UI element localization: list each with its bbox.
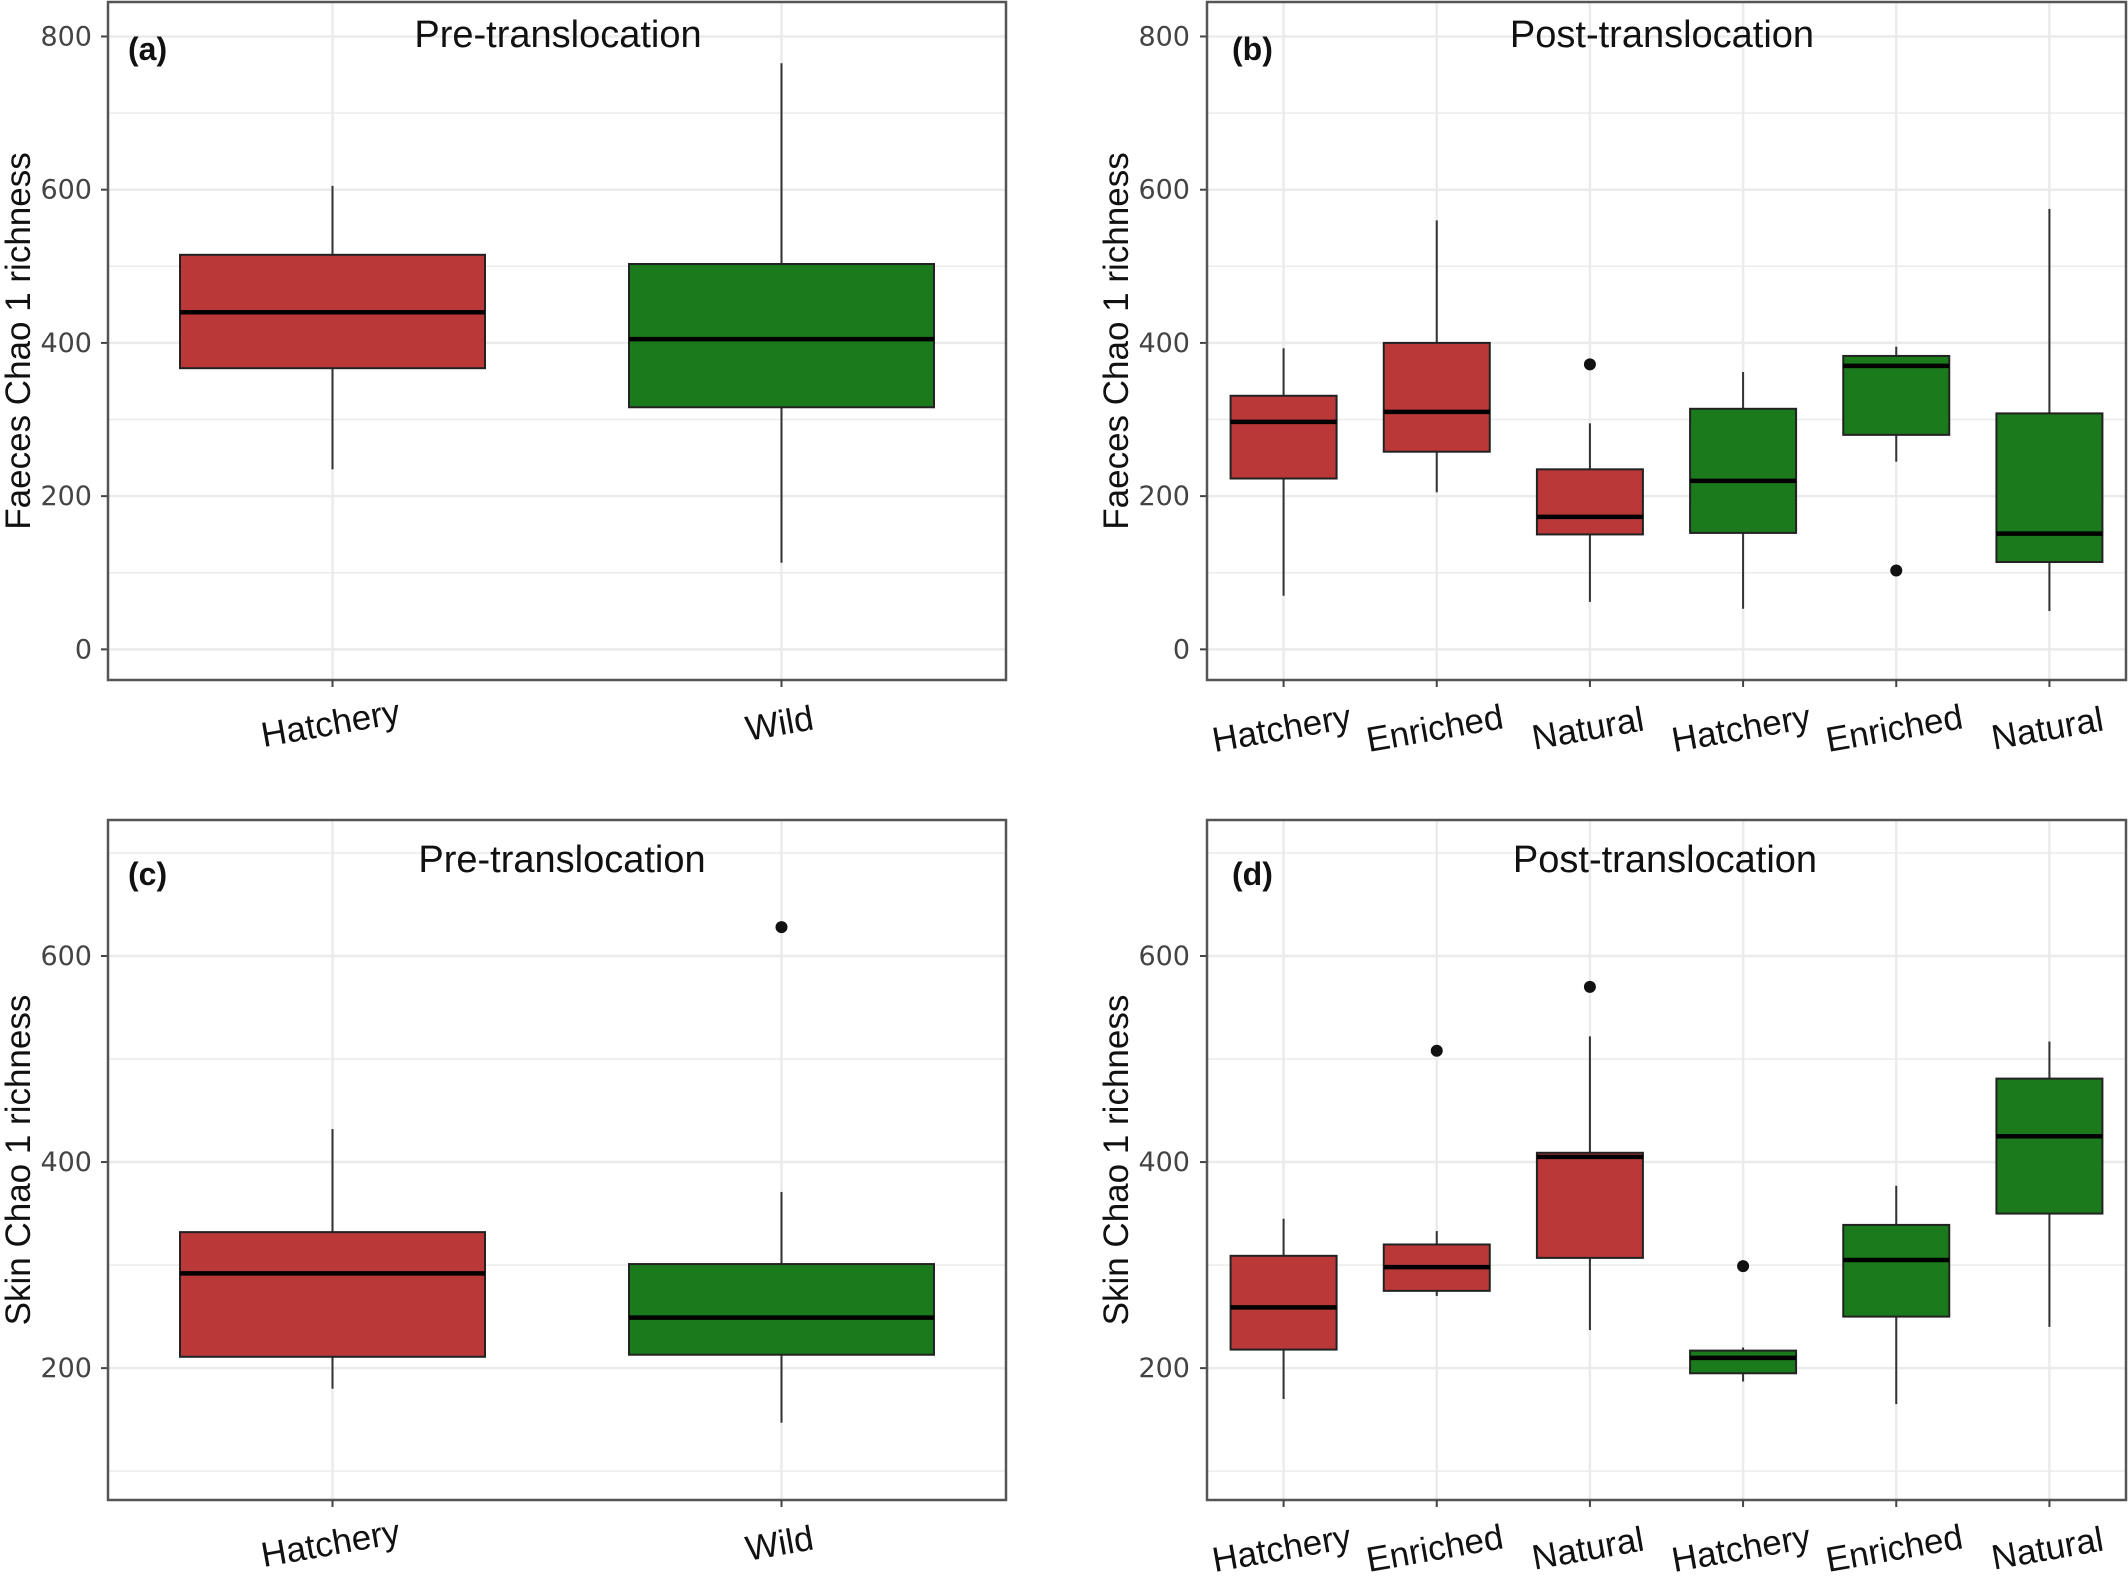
box-wild (628, 263, 935, 409)
category-label: Wild (743, 699, 817, 749)
y-tick-label: 0 (1173, 634, 1190, 665)
category-label: Hatchery (1669, 1517, 1814, 1580)
y-axis-label: Skin Chao 1 richness (0, 995, 38, 1326)
panel-tag: (c) (128, 856, 167, 892)
box-natural (1995, 1077, 2104, 1215)
panel-tag: (d) (1232, 856, 1273, 892)
panel-border (106, 818, 1008, 1502)
y-axis-label: Faeces Chao 1 richness (1097, 152, 1136, 529)
panel-background (1207, 820, 2126, 1500)
category-label: Natural (1529, 1520, 1647, 1578)
outlier-point (1890, 564, 1903, 577)
box-enriched (1842, 354, 1951, 436)
panel-title: Post-translocation (1510, 14, 1814, 56)
box-hatchery (1689, 1349, 1798, 1375)
outlier-point (775, 921, 788, 934)
panel-background (108, 820, 1006, 1500)
category-label: Hatchery (1209, 1517, 1354, 1580)
category-label: Hatchery (1209, 697, 1354, 760)
y-tick-label: 400 (1138, 1147, 1190, 1178)
category-label: Natural (1988, 1520, 2106, 1578)
y-tick-label: 600 (1138, 175, 1190, 206)
category-label: Natural (1988, 700, 2106, 758)
box-wild (628, 1263, 935, 1356)
y-tick-label: 400 (40, 328, 92, 359)
panel-background (1207, 2, 2126, 680)
box-natural (1535, 468, 1644, 536)
panel-border (106, 0, 1008, 682)
category-label: Hatchery (1669, 697, 1814, 760)
y-tick-label: 200 (1138, 481, 1190, 512)
panel-title: Post-translocation (1513, 839, 1817, 881)
category-label: Natural (1529, 700, 1647, 758)
y-tick-label: 800 (40, 21, 92, 52)
y-axis-label: Skin Chao 1 richness (1097, 995, 1136, 1326)
box-natural (1995, 412, 2104, 564)
box-hatchery (1229, 394, 1338, 480)
category-label: Wild (743, 1519, 817, 1569)
y-tick-label: 200 (1138, 1353, 1190, 1384)
category-label: Enriched (1823, 1517, 1966, 1579)
category-label: Enriched (1363, 697, 1506, 759)
y-tick-label: 200 (40, 481, 92, 512)
panel-border (1205, 0, 2128, 682)
y-tick-label: 200 (40, 1353, 92, 1384)
category-label: Enriched (1363, 1517, 1506, 1579)
y-tick-label: 400 (40, 1147, 92, 1178)
y-tick-label: 0 (75, 634, 92, 665)
outlier-point (1430, 1044, 1443, 1057)
panel-tag: (a) (128, 31, 167, 67)
box-hatchery (1689, 407, 1798, 534)
category-label: Enriched (1823, 697, 1966, 759)
panel-border (1205, 818, 2128, 1502)
outlier-point (1583, 980, 1596, 993)
category-label: Hatchery (258, 1512, 403, 1575)
outlier-point (1737, 1260, 1750, 1273)
box-hatchery (179, 1231, 486, 1358)
y-tick-label: 600 (1138, 941, 1190, 972)
panel-title: Pre-translocation (414, 14, 701, 56)
y-tick-label: 800 (1138, 21, 1190, 52)
box-enriched (1382, 341, 1491, 453)
panel-title: Pre-translocation (418, 839, 705, 881)
box-hatchery (1229, 1254, 1338, 1351)
panel-tag: (b) (1232, 31, 1273, 67)
outlier-point (1583, 358, 1596, 371)
box-natural (1535, 1151, 1644, 1259)
box-enriched (1842, 1223, 1951, 1318)
y-tick-label: 400 (1138, 328, 1190, 359)
category-label: Hatchery (258, 692, 403, 755)
y-tick-label: 600 (40, 941, 92, 972)
y-axis-label: Faeces Chao 1 richness (0, 152, 38, 529)
y-tick-label: 600 (40, 175, 92, 206)
